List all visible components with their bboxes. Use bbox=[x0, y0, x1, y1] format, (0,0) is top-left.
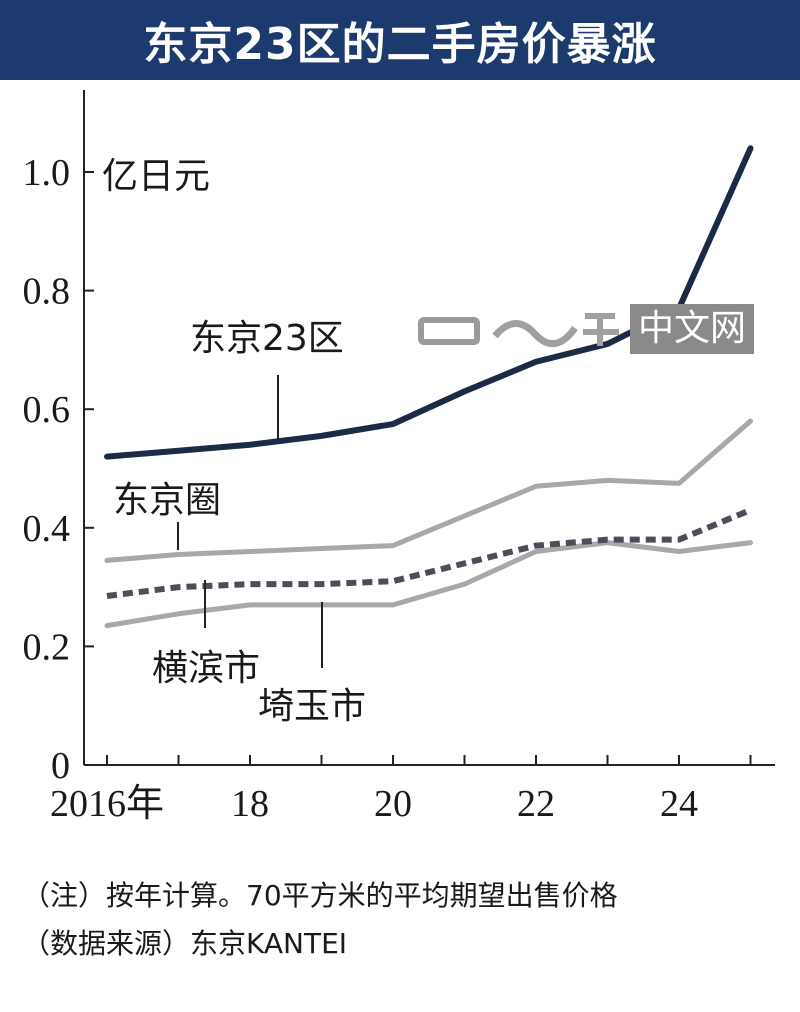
series-label: 埼玉市 bbox=[258, 686, 366, 727]
y-tick-label: 0 bbox=[51, 745, 70, 787]
y-tick-label: 0.8 bbox=[23, 271, 71, 313]
source-line: （数据来源）东京KANTEI bbox=[22, 927, 348, 960]
x-tick-label: 24 bbox=[660, 783, 698, 825]
series-line-3 bbox=[106, 507, 752, 599]
y-tick-label: 1.0 bbox=[23, 152, 71, 194]
series-label: 东京23区 bbox=[190, 318, 344, 359]
y-tick-label: 0.6 bbox=[23, 389, 71, 431]
x-tick-label: 20 bbox=[374, 783, 412, 825]
title-bar: 东京23区的二手房价暴涨 bbox=[0, 0, 800, 80]
note-line: （注）按年计算。70平方米的平均期望出售价格 bbox=[22, 879, 618, 912]
series-label: 东京圈 bbox=[113, 480, 221, 521]
series-label: 横滨市 bbox=[152, 648, 260, 689]
x-tick-label: 2016年 bbox=[50, 783, 164, 825]
x-tick-label: 22 bbox=[517, 783, 555, 825]
unit-label: 亿日元 bbox=[102, 156, 210, 197]
chart-title: 东京23区的二手房价暴涨 bbox=[143, 19, 657, 70]
y-tick-label: 0.2 bbox=[23, 626, 71, 668]
watermark-text: 中文网 bbox=[630, 304, 755, 354]
line-chart: 0 0.2 0.4 0.6 0.8 1.0 2016年 18 20 22 24 亿日元东京23区东京圈… bbox=[23, 90, 775, 825]
series-line-2 bbox=[104, 418, 753, 563]
chart-notes: （注）按年计算。70平方米的平均期望出售价格 （数据来源）东京KANTEI bbox=[22, 872, 618, 968]
series-line-4 bbox=[104, 540, 753, 629]
nikkei-logo bbox=[410, 306, 630, 352]
y-tick-label: 0.4 bbox=[23, 508, 71, 550]
x-tick-label: 18 bbox=[231, 783, 269, 825]
watermark: 中文网 bbox=[410, 303, 785, 355]
